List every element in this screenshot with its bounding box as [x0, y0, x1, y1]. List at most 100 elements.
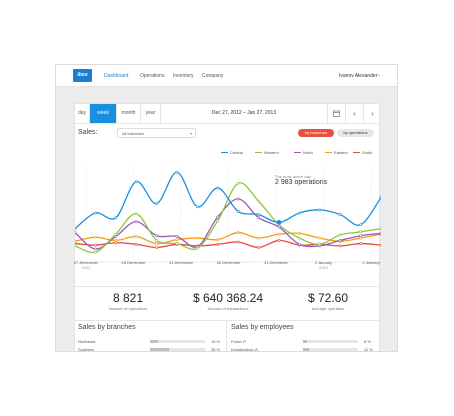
data-point[interactable]: [236, 197, 240, 201]
next-period-button[interactable]: ›: [363, 104, 381, 123]
data-point[interactable]: [359, 242, 363, 245]
data-point[interactable]: [257, 246, 261, 249]
data-point[interactable]: [257, 236, 261, 240]
legend-item-south[interactable]: South: [362, 150, 373, 155]
data-point[interactable]: [277, 239, 281, 242]
data-point[interactable]: [114, 232, 118, 236]
series-line-north[interactable]: [75, 198, 381, 250]
data-point[interactable]: [216, 215, 220, 219]
data-point[interactable]: [338, 213, 342, 216]
data-point[interactable]: [318, 208, 322, 212]
data-point[interactable]: [196, 205, 199, 209]
data-point[interactable]: [114, 241, 118, 245]
app-logo[interactable]: ibox: [73, 69, 92, 82]
calendar-button[interactable]: [327, 104, 345, 123]
period-day[interactable]: day: [75, 104, 90, 123]
list-item[interactable]: Konstantinov A. 11 %: [231, 347, 377, 351]
by-branches-toggle[interactable]: by branches: [298, 129, 334, 137]
data-point[interactable]: [75, 231, 77, 234]
nav-company[interactable]: Company: [202, 73, 224, 79]
list-item[interactable]: Frolov P. 8 %: [231, 339, 377, 345]
series-line-south[interactable]: [75, 239, 381, 249]
data-point[interactable]: [175, 238, 179, 242]
data-point[interactable]: [277, 232, 281, 236]
legend-item-western[interactable]: Western: [264, 150, 279, 155]
data-point[interactable]: [196, 236, 199, 240]
data-point[interactable]: [75, 242, 77, 245]
data-point[interactable]: [175, 170, 179, 174]
data-point[interactable]: [338, 244, 342, 248]
data-point[interactable]: [277, 225, 281, 229]
data-point[interactable]: [236, 240, 240, 244]
data-point[interactable]: [236, 210, 240, 213]
data-point[interactable]: [134, 180, 138, 184]
legend-item-eastern[interactable]: Eastern: [334, 150, 348, 155]
period-week[interactable]: week: [90, 104, 117, 123]
data-point[interactable]: [257, 213, 261, 216]
period-month[interactable]: month: [117, 104, 141, 123]
data-point[interactable]: [155, 234, 159, 238]
period-year[interactable]: year: [141, 104, 161, 123]
prev-period-button[interactable]: ‹: [345, 104, 363, 123]
data-point[interactable]: [134, 212, 138, 216]
data-point[interactable]: [93, 243, 97, 247]
data-point[interactable]: [93, 250, 97, 254]
data-point[interactable]: [75, 239, 77, 243]
data-point[interactable]: [236, 231, 240, 234]
data-point[interactable]: [216, 186, 220, 190]
data-point[interactable]: [359, 234, 363, 238]
data-point[interactable]: [236, 181, 240, 185]
data-point[interactable]: [297, 211, 301, 215]
data-point[interactable]: [359, 236, 363, 240]
data-point[interactable]: [297, 236, 301, 240]
data-point[interactable]: [134, 235, 138, 238]
data-point[interactable]: [134, 242, 138, 246]
legend-item-central[interactable]: Central: [230, 150, 243, 155]
data-point[interactable]: [257, 199, 261, 203]
data-point[interactable]: [318, 236, 322, 240]
data-point[interactable]: [379, 195, 381, 199]
data-point[interactable]: [93, 211, 97, 215]
data-point[interactable]: [155, 239, 159, 242]
data-point[interactable]: [297, 242, 301, 246]
by-operations-toggle[interactable]: by operations: [337, 129, 374, 137]
data-point[interactable]: [155, 246, 159, 249]
data-point[interactable]: [379, 243, 381, 247]
data-point[interactable]: [75, 244, 77, 248]
data-point[interactable]: [359, 230, 363, 234]
nav-dashboard[interactable]: Dashboard: [104, 73, 129, 79]
list-item[interactable]: Southern 35 %: [78, 347, 224, 351]
data-point[interactable]: [75, 227, 77, 231]
nav-inventory[interactable]: Inventory: [173, 73, 194, 79]
series-line-central[interactable]: [75, 171, 381, 230]
data-point[interactable]: [175, 242, 179, 245]
data-point[interactable]: [114, 239, 118, 242]
data-point[interactable]: [155, 202, 159, 206]
data-point[interactable]: [338, 233, 342, 237]
branch-select[interactable]: All branches ▾: [117, 128, 196, 138]
chevron-down-icon[interactable]: ⌄: [377, 72, 382, 78]
legend-item-north[interactable]: North: [303, 150, 313, 155]
data-point[interactable]: [318, 242, 322, 246]
data-point[interactable]: [359, 223, 363, 227]
date-range[interactable]: Dec 27, 2012 – Jan 27, 2013: [211, 110, 277, 116]
data-point[interactable]: [216, 238, 220, 242]
data-point[interactable]: [175, 235, 179, 238]
data-point[interactable]: [155, 242, 159, 245]
list-item[interactable]: Northeast 15 %: [78, 339, 224, 345]
data-point[interactable]: [216, 242, 220, 246]
data-point[interactable]: [379, 231, 381, 235]
data-point[interactable]: [216, 219, 220, 223]
user-menu[interactable]: Ivanov Alexander: [339, 73, 378, 79]
data-point[interactable]: [338, 239, 342, 242]
data-point[interactable]: [379, 227, 381, 231]
data-point[interactable]: [134, 220, 138, 224]
data-point[interactable]: [297, 231, 301, 235]
highlight-point[interactable]: [276, 220, 282, 225]
data-point[interactable]: [196, 246, 199, 250]
data-point[interactable]: [93, 235, 97, 239]
data-point[interactable]: [257, 216, 261, 220]
nav-operations[interactable]: Operations: [140, 73, 165, 79]
data-point[interactable]: [93, 247, 97, 251]
data-point[interactable]: [114, 216, 118, 220]
